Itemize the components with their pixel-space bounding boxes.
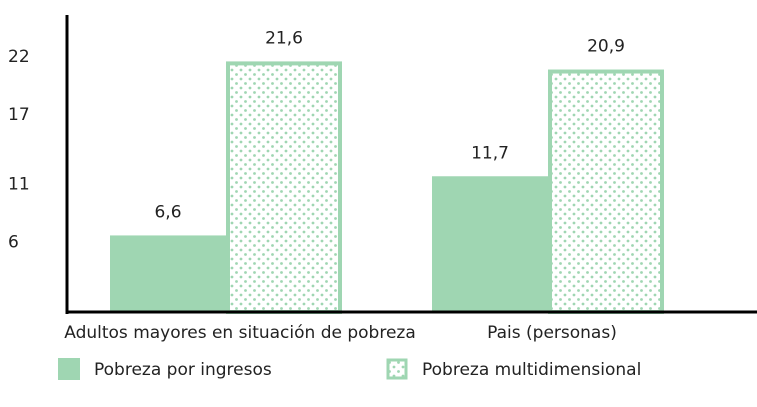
value-label: 6,6 xyxy=(154,202,181,222)
x-tick-label: Adultos mayores en situación de pobreza xyxy=(64,323,416,343)
legend-label: Pobreza multidimensional xyxy=(422,360,641,380)
bar xyxy=(548,69,664,314)
legend-label: Pobreza por ingresos xyxy=(94,360,272,380)
value-label: 20,9 xyxy=(587,37,625,57)
legend-swatch xyxy=(386,358,408,380)
x-tick-label: Pais (personas) xyxy=(487,323,617,343)
value-label: 21,6 xyxy=(265,28,303,48)
bar xyxy=(226,61,342,314)
bar xyxy=(110,235,226,312)
y-tick-label: 17 xyxy=(8,105,30,125)
legend-swatch xyxy=(58,358,80,380)
bar xyxy=(432,176,548,312)
y-tick-label: 11 xyxy=(8,174,30,194)
y-tick-label: 22 xyxy=(8,47,30,67)
y-tick-label: 6 xyxy=(8,232,19,252)
value-label: 11,7 xyxy=(471,143,509,163)
